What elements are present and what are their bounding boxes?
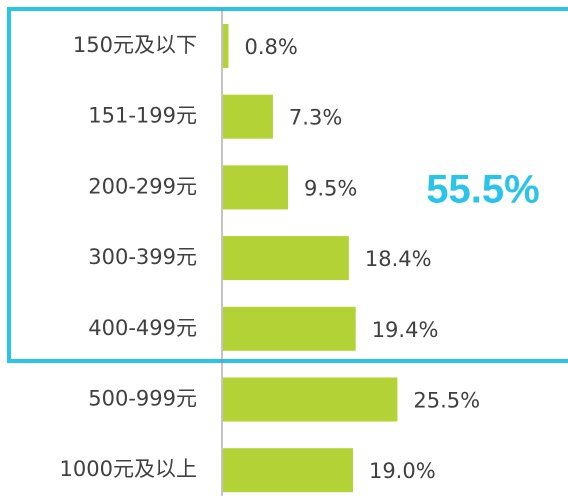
value-label: 25.5% <box>413 389 480 413</box>
value-label: 19.0% <box>369 459 436 483</box>
category-label: 1000元及以上 <box>60 457 197 481</box>
highlight-box <box>7 7 568 363</box>
bar <box>223 306 356 351</box>
bar <box>223 448 353 493</box>
value-label: 0.8% <box>244 35 297 59</box>
category-label: 500-999元 <box>88 387 197 411</box>
bar <box>223 24 229 68</box>
category-label: 300-399元 <box>88 245 197 269</box>
bar <box>223 94 273 139</box>
value-label: 19.4% <box>372 318 439 342</box>
bar <box>223 377 398 422</box>
annotation: 55.5% <box>426 168 539 212</box>
bar <box>223 165 288 210</box>
value-label: 7.3% <box>289 106 342 130</box>
category-label: 151-199元 <box>88 104 197 128</box>
bar <box>223 236 349 281</box>
category-label: 200-299元 <box>88 174 197 198</box>
value-label: 9.5% <box>304 176 357 200</box>
category-label: 400-499元 <box>88 316 197 340</box>
category-label: 150元及以下 <box>73 33 197 57</box>
value-label: 18.4% <box>365 247 432 271</box>
